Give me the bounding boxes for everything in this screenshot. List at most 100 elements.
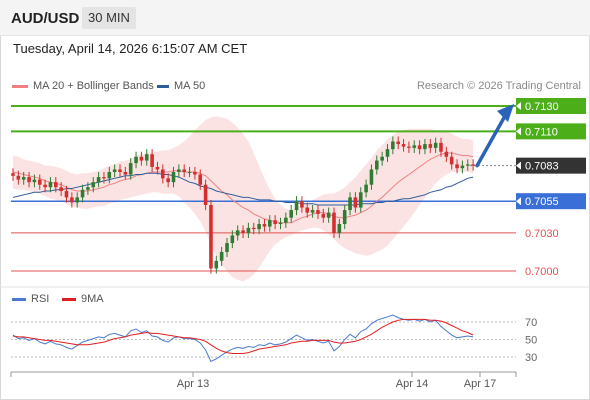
- candle: [235, 230, 240, 236]
- candle: [353, 197, 358, 208]
- level-label-0.7110: 0.7110: [525, 126, 558, 138]
- candle: [198, 174, 203, 185]
- candle: [150, 154, 154, 167]
- candle: [171, 172, 176, 183]
- level-tag-0.7083: [516, 157, 586, 174]
- level-label-0.7130: 0.7130: [525, 101, 559, 113]
- candle: [465, 164, 470, 166]
- rsi-tick-50: 50: [525, 335, 537, 347]
- candle: [337, 224, 342, 233]
- candle: [96, 177, 101, 183]
- candle: [471, 164, 475, 166]
- candle: [289, 210, 293, 218]
- legend-rsi-ma-label: 9MA: [81, 293, 104, 305]
- candle: [80, 189, 85, 198]
- level-tag-0.7055: [516, 193, 586, 210]
- candle: [316, 210, 320, 214]
- candle: [433, 142, 438, 148]
- candle: [112, 169, 117, 172]
- level-tag-notch: [516, 127, 521, 136]
- candle: [139, 156, 144, 161]
- legend-ma50-swatch: [157, 84, 169, 88]
- level-tag-0.7130: [516, 98, 586, 114]
- symbol-title: AUD/USD: [11, 10, 80, 27]
- candle: [396, 141, 400, 145]
- candle: [300, 201, 304, 208]
- candle: [342, 210, 347, 225]
- legend-rsi-ma-swatch: [62, 297, 76, 301]
- chart-datetime: Tuesday, April 14, 2026 6:15:07 AM CET: [13, 41, 248, 56]
- legend-ma20-swatch: [12, 84, 28, 88]
- legend-ma20: MA 20 + Bollinger Bands: [12, 80, 154, 92]
- candle: [75, 197, 79, 203]
- candle: [43, 184, 47, 188]
- candle: [91, 182, 96, 188]
- candle: [364, 184, 368, 193]
- candle: [449, 156, 454, 165]
- legend-rsi-label: RSI: [31, 293, 50, 305]
- candle: [348, 197, 352, 211]
- candle: [423, 144, 427, 150]
- candle: [177, 169, 181, 172]
- candle: [246, 227, 251, 233]
- candle: [391, 141, 395, 150]
- candle: [268, 220, 272, 227]
- candle: [64, 191, 69, 198]
- candle: [294, 201, 299, 211]
- time-label-apr-14: Apr 14: [396, 378, 428, 390]
- level-tag-0.7110: [516, 123, 586, 140]
- level-tag-notch: [516, 161, 521, 170]
- candle: [310, 210, 315, 213]
- projection-arrow-shaft: [475, 114, 507, 168]
- chart-header: AUD/USD 30 MIN: [0, 0, 590, 36]
- timeframe-badge[interactable]: 30 MIN: [82, 7, 136, 29]
- candle: [37, 179, 42, 185]
- candle: [251, 227, 256, 230]
- candle: [128, 163, 133, 175]
- candle: [144, 154, 149, 161]
- candle: [219, 251, 224, 261]
- level-label-0.7030: 0.7030: [525, 228, 559, 240]
- candle: [455, 164, 459, 169]
- rsi-ma-line: [12, 318, 474, 354]
- candle: [369, 169, 374, 185]
- candle: [321, 213, 326, 218]
- legend-ma50: MA 50: [157, 80, 205, 92]
- candle: [107, 172, 112, 179]
- candle: [48, 182, 53, 188]
- time-label-apr-17: Apr 17: [464, 378, 496, 390]
- time-label-apr-13: Apr 13: [177, 378, 209, 390]
- candle: [460, 165, 465, 169]
- candle: [326, 212, 331, 218]
- projection-arrow-head: [497, 104, 514, 122]
- level-label-0.7055: 0.7055: [525, 196, 559, 208]
- candle: [305, 207, 310, 213]
- legend-rsi-swatch: [12, 297, 26, 301]
- level-label-0.7083: 0.7083: [525, 161, 559, 173]
- candle: [273, 220, 277, 225]
- candle: [278, 222, 283, 225]
- candle: [439, 142, 443, 152]
- candle: [428, 144, 433, 148]
- legend-ma50-label: MA 50: [174, 80, 206, 92]
- candle: [70, 197, 74, 203]
- candle: [385, 149, 390, 157]
- ma20-line: [12, 152, 474, 224]
- candle: [230, 235, 235, 244]
- rsi-tick-70: 70: [525, 317, 537, 329]
- candle: [16, 175, 21, 180]
- candle: [241, 230, 245, 233]
- credit-text: Research © 2026 Trading Central: [416, 80, 581, 92]
- legend-rsi-ma: 9MA: [62, 293, 104, 305]
- candle: [203, 184, 208, 205]
- candle: [417, 145, 422, 150]
- candle: [401, 144, 406, 147]
- candle: [214, 260, 219, 269]
- legend-ma20-label: MA 20 + Bollinger Bands: [33, 80, 154, 92]
- candle: [209, 205, 213, 269]
- level-tag-notch: [516, 197, 521, 206]
- candle: [412, 145, 417, 148]
- candle: [166, 178, 170, 183]
- legend-rsi: RSI: [12, 293, 49, 305]
